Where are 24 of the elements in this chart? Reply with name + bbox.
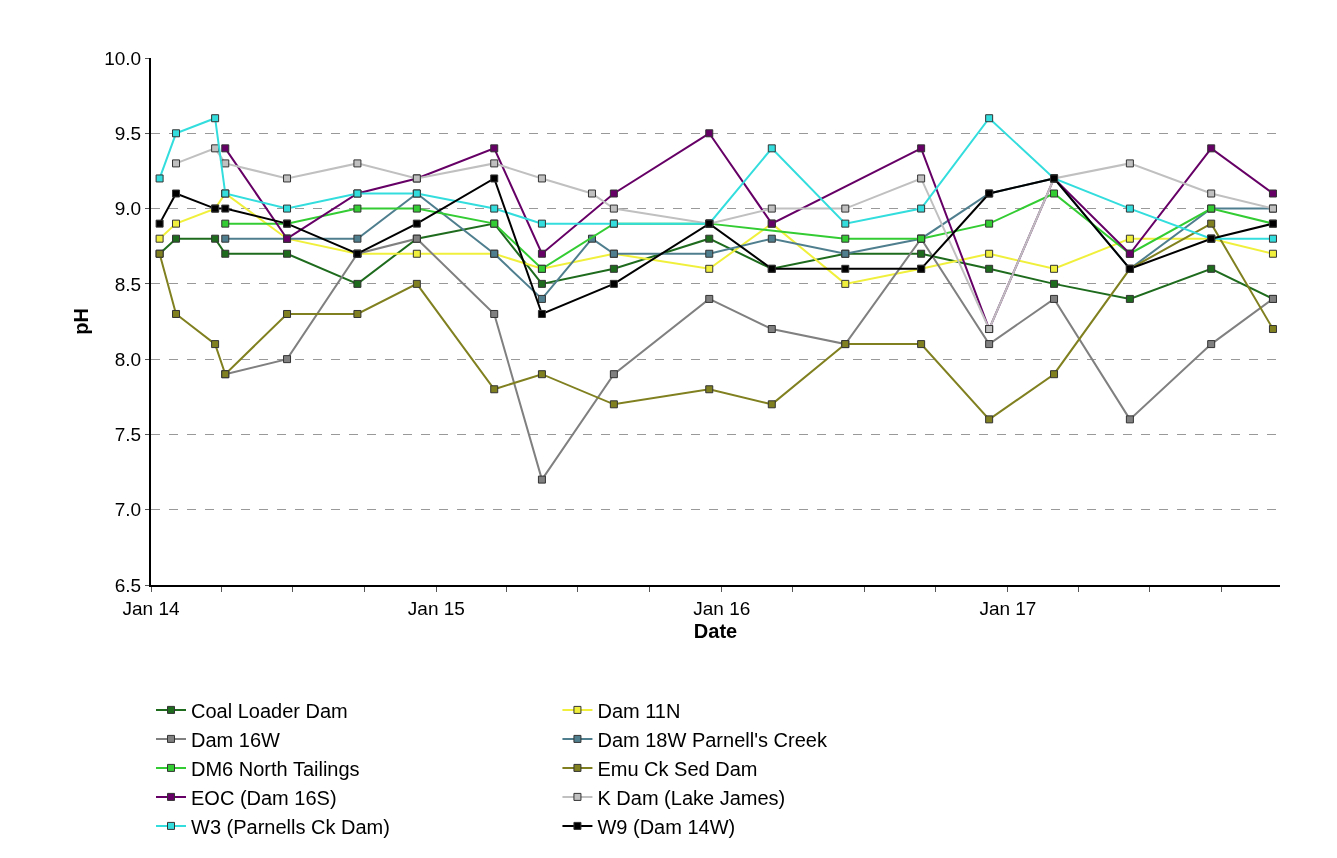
x-axis-title: Date <box>693 619 738 642</box>
x-tick-label: Jan 16 <box>693 597 751 619</box>
y-axis-title: pH <box>70 308 93 335</box>
legend-label: Dam 16W <box>191 728 281 751</box>
legend-label: W3 (Parnells Ck Dam) <box>191 815 390 838</box>
x-tick-label: Jan 17 <box>979 597 1037 619</box>
y-tick-label: 10.0 <box>104 47 142 69</box>
legend-label: Dam 18W Parnell's Creek <box>597 728 828 751</box>
legend-label: EOC (Dam 16S) <box>191 786 337 809</box>
legend-label: Coal Loader Dam <box>191 699 348 722</box>
x-tick-label: Jan 14 <box>122 597 180 619</box>
y-tick-label: 9.0 <box>114 198 142 220</box>
x-tick-label: Jan 15 <box>407 597 465 619</box>
y-tick-label: 7.0 <box>114 499 142 521</box>
y-tick-label: 8.0 <box>114 348 142 370</box>
y-tick-label: 7.5 <box>114 424 142 446</box>
y-tick-label: 9.5 <box>114 122 142 144</box>
legend-label: K Dam (Lake James) <box>597 786 786 809</box>
legend-label: Emu Ck Sed Dam <box>597 757 758 780</box>
y-tick-label: 8.5 <box>114 273 142 295</box>
legend-label: W9 (Dam 14W) <box>597 815 736 838</box>
legend-label: DM6 North Tailings <box>191 757 360 780</box>
legend-label: Dam 11N <box>597 699 681 722</box>
y-tick-label: 6.5 <box>114 574 142 596</box>
